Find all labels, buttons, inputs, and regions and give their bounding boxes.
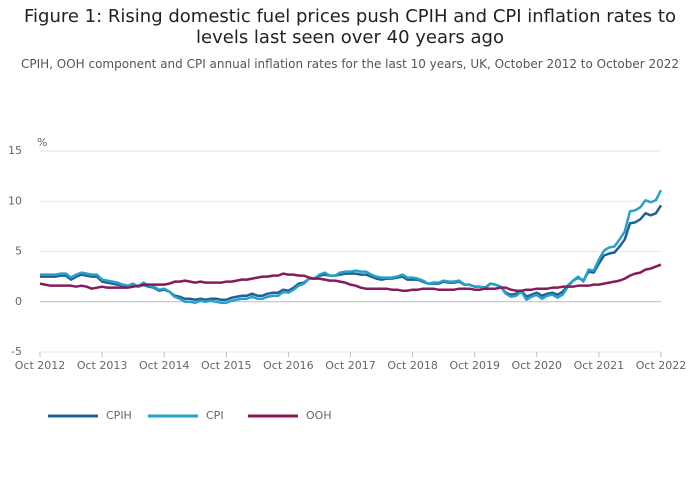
x-tick-label: Oct 2013: [77, 359, 128, 372]
x-tick-label: Oct 2019: [449, 359, 500, 372]
y-tick-label: -5: [11, 345, 22, 358]
chart-title: Figure 1: Rising domestic fuel prices pu…: [24, 6, 676, 48]
chart-subtitle: CPIH, OOH component and CPI annual infla…: [20, 57, 680, 71]
x-tick-label: Oct 2016: [263, 359, 314, 372]
legend-label: CPI: [206, 409, 224, 422]
x-tick-label: Oct 2017: [325, 359, 376, 372]
x-tick-label: Oct 2012: [15, 359, 66, 372]
legend-label: OOH: [306, 409, 332, 422]
y-tick-label: 15: [8, 144, 22, 157]
y-tick-label: 0: [15, 295, 22, 308]
y-tick-label: 5: [15, 245, 22, 258]
y-unit: %: [37, 136, 47, 149]
x-tick-label: Oct 2020: [512, 359, 563, 372]
y-tick-label: 10: [8, 194, 22, 207]
x-tick-label: Oct 2021: [574, 359, 625, 372]
x-tick-label: Oct 2018: [387, 359, 438, 372]
x-tick-label: Oct 2014: [139, 359, 190, 372]
x-tick-label: Oct 2022: [636, 359, 687, 372]
series-line: [40, 189, 663, 304]
legend-label: CPIH: [106, 409, 132, 422]
series-line: [39, 263, 662, 292]
x-tick-label: Oct 2015: [201, 359, 252, 372]
